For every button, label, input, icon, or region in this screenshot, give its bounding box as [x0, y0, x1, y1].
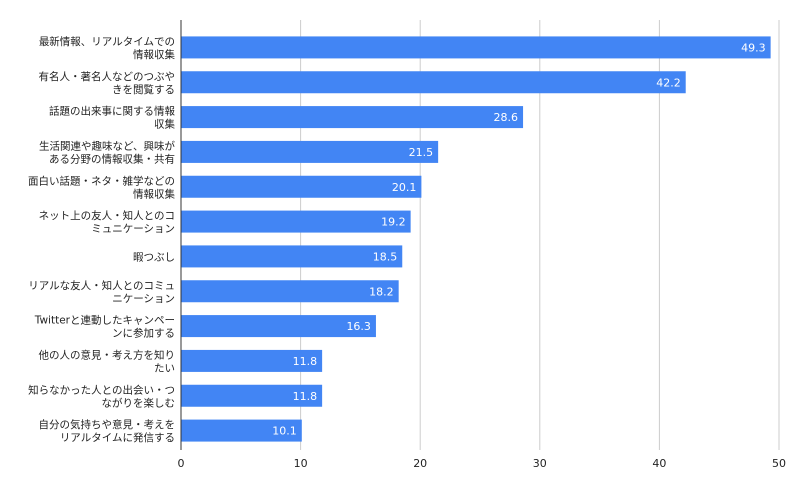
bar — [181, 245, 403, 268]
x-tick-label: 10 — [294, 457, 308, 470]
bar — [181, 210, 411, 233]
bar — [181, 36, 771, 59]
category-label-line: 他の人の意見・考え方を知り — [39, 348, 176, 361]
category-label-line: 情報収集 — [133, 48, 175, 61]
data-label: 10.1 — [272, 425, 297, 438]
category-label: 自分の気持ちや意見・考えをリアルタイムに発信する — [39, 418, 176, 444]
bar — [181, 315, 376, 338]
x-tick-label: 30 — [533, 457, 547, 470]
category-label-line: 話題の出来事に関する情報 — [49, 105, 175, 118]
x-tick-label: 0 — [178, 457, 185, 470]
bar — [181, 419, 302, 442]
data-label: 21.5 — [409, 146, 434, 159]
category-label: 知らなかった人との出会い・つながりを楽しむ — [28, 383, 175, 409]
category-label-line: たい — [154, 362, 175, 374]
data-label: 18.5 — [373, 250, 398, 263]
bar — [181, 384, 323, 407]
bar — [181, 71, 686, 94]
data-label: 19.2 — [381, 216, 406, 229]
data-label: 18.2 — [369, 285, 394, 298]
category-label-line: 有名人・著名人などのつぶや — [39, 70, 176, 83]
labels: 0 10 20 30 40 5049.3最新情報、リアルタイムでの情報収集42.2有名人・… — [28, 35, 786, 470]
data-label: 42.2 — [656, 76, 681, 89]
category-label-line: ながりを楽しむ — [102, 396, 176, 409]
category-label-line: リアルタイムに発信する — [60, 431, 175, 444]
category-label: リアルな友人・知人とのコミュニケーション — [28, 279, 175, 305]
bars — [181, 36, 771, 442]
bar — [181, 349, 323, 372]
category-label: Twitterと連動したキャンペーンに参加する — [34, 314, 175, 340]
category-label: 面白い話題・ネタ・雑学などの情報収集 — [28, 174, 175, 200]
category-label-line: 生活関連や趣味など、興味が — [39, 139, 175, 152]
category-label: 他の人の意見・考え方を知りたい — [39, 348, 176, 374]
category-label: 話題の出来事に関する情報収集 — [49, 105, 175, 131]
x-tick-label: 40 — [652, 457, 666, 470]
category-label: ネット上の友人・知人とのコミュニケーション — [39, 209, 175, 235]
data-label: 11.8 — [293, 355, 318, 368]
category-label: 暇つぶし — [133, 251, 175, 263]
category-label-line: Twitterと連動したキャンペー — [34, 314, 175, 327]
data-label: 28.6 — [494, 111, 519, 124]
category-label-line: 暇つぶし — [133, 251, 175, 263]
category-label-line: 最新情報、リアルタイムでの — [39, 35, 175, 48]
category-label-line: ンに参加する — [112, 327, 175, 340]
category-label-line: きを閲覧する — [112, 83, 175, 96]
category-label: 最新情報、リアルタイムでの情報収集 — [39, 35, 176, 61]
bar — [181, 175, 422, 198]
x-tick-label: 20 — [413, 457, 427, 470]
data-label: 49.3 — [741, 41, 766, 54]
category-label: 有名人・著名人などのつぶやきを閲覧する — [39, 70, 176, 96]
bar — [181, 140, 439, 163]
bar — [181, 280, 399, 303]
category-label: 生活関連や趣味など、興味がある分野の情報収集・共有 — [39, 139, 175, 165]
bar — [181, 106, 524, 129]
category-label-line: リアルな友人・知人とのコミュ — [28, 279, 175, 292]
category-label-line: 収集 — [154, 118, 175, 131]
data-label: 11.8 — [293, 390, 318, 403]
data-label: 16.3 — [346, 320, 371, 333]
category-label-line: 自分の気持ちや意見・考えを — [39, 418, 176, 431]
category-label-line: 知らなかった人との出会い・つ — [28, 383, 175, 396]
category-label-line: ネット上の友人・知人とのコ — [39, 209, 175, 222]
category-label-line: ニケーション — [112, 293, 175, 305]
category-label-line: 面白い話題・ネタ・雑学などの — [28, 174, 175, 187]
data-label: 20.1 — [392, 181, 417, 194]
category-label-line: 情報収集 — [133, 187, 175, 200]
x-tick-label: 50 — [772, 457, 786, 470]
category-label-line: ある分野の情報収集・共有 — [49, 152, 175, 165]
category-label-line: ミュニケーション — [91, 223, 175, 235]
